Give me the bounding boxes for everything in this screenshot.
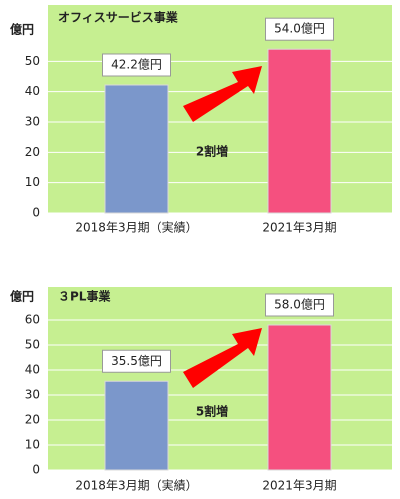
value-label-box	[265, 17, 334, 41]
growth-annotation: 2割増	[196, 144, 228, 159]
y-unit: 億円	[10, 22, 34, 37]
y-tick-label: 40	[25, 84, 40, 98]
y-tick-label: 50	[25, 338, 40, 352]
y-tick-label: 50	[25, 54, 40, 68]
y-tick-label: 30	[25, 388, 40, 402]
x-tick-label: 2021年3月期	[262, 479, 336, 493]
value-label: 54.0億円	[274, 22, 325, 36]
y-tick-label: 60	[25, 313, 40, 327]
value-label-box	[265, 293, 334, 317]
growth-annotation: 5割増	[196, 404, 228, 419]
value-label-box	[102, 53, 171, 77]
x-tick-label: 2021年3月期	[262, 221, 336, 235]
plot-background	[48, 287, 392, 470]
plot-background	[48, 5, 392, 213]
y-tick-label: 10	[25, 175, 40, 189]
y-tick-label: 20	[25, 145, 40, 159]
value-label: 35.5億円	[111, 354, 162, 368]
y-tick-label: 40	[25, 363, 40, 377]
chart-title: ３PL事業	[58, 289, 111, 304]
bar	[267, 48, 332, 214]
growth-arrow	[183, 328, 262, 388]
bar	[104, 84, 169, 214]
value-label: 58.0億円	[274, 298, 325, 312]
y-tick-label: 20	[25, 413, 40, 427]
y-tick-label: 0	[32, 206, 40, 220]
x-tick-label: 2018年3月期（実績）	[75, 478, 197, 493]
growth-arrow	[183, 66, 262, 122]
chart-title: オフィスサービス事業	[58, 10, 179, 25]
y-tick-label: 30	[25, 115, 40, 129]
value-label: 42.2億円	[111, 57, 162, 71]
x-tick-label: 2018年3月期（実績）	[75, 220, 197, 235]
y-unit: 億円	[10, 289, 34, 304]
bar	[104, 380, 169, 471]
bar	[267, 324, 332, 471]
y-tick-label: 0	[32, 463, 40, 477]
y-tick-label: 10	[25, 438, 40, 452]
value-label-box	[102, 349, 171, 373]
